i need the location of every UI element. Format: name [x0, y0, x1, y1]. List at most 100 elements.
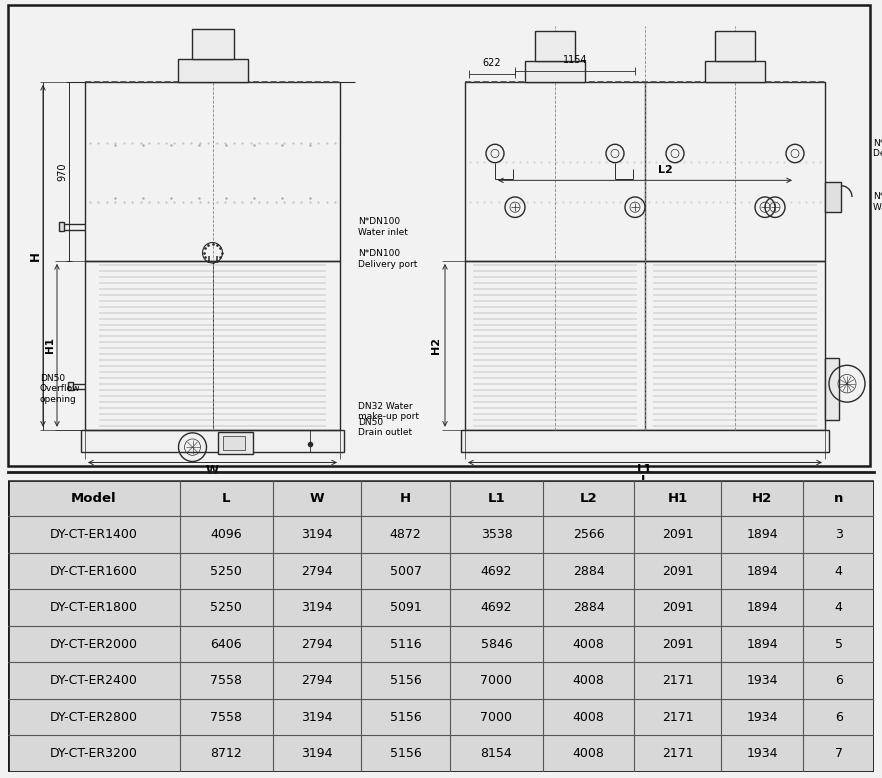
Text: DY-CT-ER1600: DY-CT-ER1600	[50, 565, 138, 578]
Bar	[715, 30, 755, 61]
Text: 622: 622	[482, 58, 501, 68]
Text: 5: 5	[834, 638, 842, 650]
Text: 4: 4	[834, 565, 842, 578]
Bar	[68, 382, 73, 390]
Text: DY-CT-ER2000: DY-CT-ER2000	[50, 638, 138, 650]
Text: 3194: 3194	[302, 710, 333, 724]
Text: 3: 3	[834, 528, 842, 541]
Text: N*DN100
Delivery port: N*DN100 Delivery port	[358, 249, 417, 268]
Text: 2884: 2884	[573, 601, 605, 614]
Bar	[825, 358, 839, 419]
Text: 4096: 4096	[211, 528, 243, 541]
Text: 2794: 2794	[302, 674, 333, 687]
Text: 1934: 1934	[746, 674, 778, 687]
Text: DN50
Overflow
opening: DN50 Overflow opening	[40, 374, 80, 404]
Text: H1: H1	[45, 338, 55, 353]
Text: H: H	[400, 492, 411, 505]
Text: 1894: 1894	[746, 565, 778, 578]
Text: 5156: 5156	[390, 747, 422, 760]
Bar	[461, 429, 829, 452]
Bar	[191, 29, 234, 59]
Text: 4692: 4692	[481, 601, 512, 614]
Bar	[222, 436, 244, 450]
Text: L2: L2	[580, 492, 598, 505]
Bar	[218, 432, 252, 454]
Text: DY-CT-ER2800: DY-CT-ER2800	[50, 710, 138, 724]
Text: 3194: 3194	[302, 747, 333, 760]
Bar	[85, 261, 340, 429]
Text: 5156: 5156	[390, 710, 422, 724]
Text: 4008: 4008	[572, 747, 605, 760]
Text: 1934: 1934	[746, 747, 778, 760]
Text: DN50
Drain outlet: DN50 Drain outlet	[358, 418, 412, 437]
Text: N*DN100
Delivery port: N*DN100 Delivery port	[873, 138, 882, 158]
Text: L2: L2	[658, 165, 672, 175]
Text: 4008: 4008	[572, 674, 605, 687]
Text: 4008: 4008	[572, 638, 605, 650]
Text: 970: 970	[57, 162, 67, 180]
Text: 5250: 5250	[211, 601, 243, 614]
Text: 2091: 2091	[662, 528, 693, 541]
Text: n: n	[834, 492, 843, 505]
Bar	[465, 261, 825, 429]
Bar	[177, 59, 248, 82]
Text: L: L	[641, 475, 649, 488]
Text: 4692: 4692	[481, 565, 512, 578]
Text: 5156: 5156	[390, 674, 422, 687]
Text: 2091: 2091	[662, 565, 693, 578]
Text: 8154: 8154	[481, 747, 512, 760]
Text: 2171: 2171	[662, 674, 693, 687]
Text: 5846: 5846	[481, 638, 512, 650]
Text: H2: H2	[752, 492, 773, 505]
Bar	[525, 61, 585, 82]
Text: L1: L1	[488, 492, 505, 505]
Text: 1154: 1154	[563, 55, 587, 65]
Text: 1894: 1894	[746, 528, 778, 541]
Text: 7000: 7000	[481, 710, 512, 724]
Text: L: L	[222, 492, 231, 505]
Text: 3538: 3538	[481, 528, 512, 541]
Text: 2794: 2794	[302, 638, 333, 650]
Text: 8712: 8712	[211, 747, 243, 760]
Text: 2091: 2091	[662, 638, 693, 650]
Text: H2: H2	[431, 337, 441, 354]
Text: W: W	[310, 492, 325, 505]
Text: 7000: 7000	[481, 674, 512, 687]
Bar	[825, 181, 841, 212]
Text: 2884: 2884	[573, 565, 605, 578]
Text: 5091: 5091	[390, 601, 422, 614]
Text: 7558: 7558	[211, 674, 243, 687]
Text: 2171: 2171	[662, 747, 693, 760]
Text: W: W	[206, 464, 219, 477]
Text: 3194: 3194	[302, 601, 333, 614]
Text: 5250: 5250	[211, 565, 243, 578]
Text: 1894: 1894	[746, 638, 778, 650]
Text: 4872: 4872	[390, 528, 422, 541]
Text: DY-CT-ER3200: DY-CT-ER3200	[50, 747, 138, 760]
Text: 2566: 2566	[573, 528, 604, 541]
Text: N*DN100
Water inlet: N*DN100 Water inlet	[358, 218, 407, 237]
Bar	[81, 429, 344, 452]
Bar	[59, 222, 64, 231]
Text: H1: H1	[668, 492, 688, 505]
Text: 4008: 4008	[572, 710, 605, 724]
Text: 2171: 2171	[662, 710, 693, 724]
Text: DY-CT-ER1800: DY-CT-ER1800	[50, 601, 138, 614]
Text: 5116: 5116	[390, 638, 422, 650]
Text: N*DN100
Water inlet: N*DN100 Water inlet	[873, 192, 882, 212]
Bar	[705, 61, 765, 82]
Text: 7558: 7558	[211, 710, 243, 724]
Text: 3194: 3194	[302, 528, 333, 541]
Text: 6: 6	[834, 710, 842, 724]
Text: 5007: 5007	[390, 565, 422, 578]
Text: 1934: 1934	[746, 710, 778, 724]
Text: L1: L1	[637, 463, 653, 476]
Bar	[465, 82, 825, 261]
Text: DY-CT-ER2400: DY-CT-ER2400	[50, 674, 138, 687]
Text: 6: 6	[834, 674, 842, 687]
Text: DY-CT-ER1400: DY-CT-ER1400	[50, 528, 138, 541]
Text: 4: 4	[834, 601, 842, 614]
Text: Model: Model	[71, 492, 116, 505]
Bar	[535, 30, 575, 61]
Text: 7: 7	[834, 747, 842, 760]
